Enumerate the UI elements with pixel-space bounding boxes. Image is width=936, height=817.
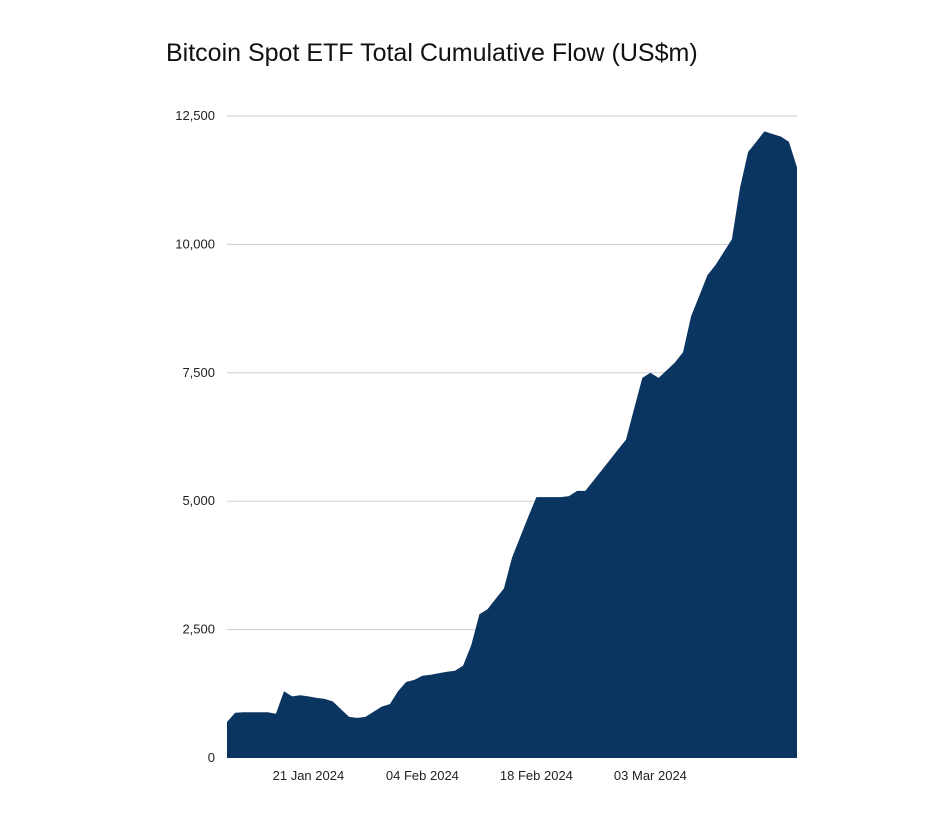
y-tick-label: 0: [208, 750, 215, 765]
y-tick-label: 10,000: [175, 236, 215, 251]
plot-area: [227, 131, 797, 758]
x-tick-label: 18 Feb 2024: [500, 768, 573, 783]
x-tick-label: 03 Mar 2024: [614, 768, 687, 783]
x-tick-label: 04 Feb 2024: [386, 768, 459, 783]
y-axis-ticks: 0 2,500 5,000 7,500 10,000 12,500: [175, 108, 215, 765]
y-tick-label: 7,500: [182, 365, 215, 380]
y-tick-label: 12,500: [175, 108, 215, 123]
y-tick-label: 2,500: [182, 622, 215, 637]
y-tick-label: 5,000: [182, 493, 215, 508]
x-axis-ticks: 21 Jan 2024 04 Feb 2024 18 Feb 2024 03 Mar …: [273, 768, 687, 783]
x-tick-label: 21 Jan 2024: [273, 768, 345, 783]
cumulative-flow-area: [227, 131, 797, 758]
chart-title: Bitcoin Spot ETF Total Cumulative Flow (…: [166, 39, 698, 67]
